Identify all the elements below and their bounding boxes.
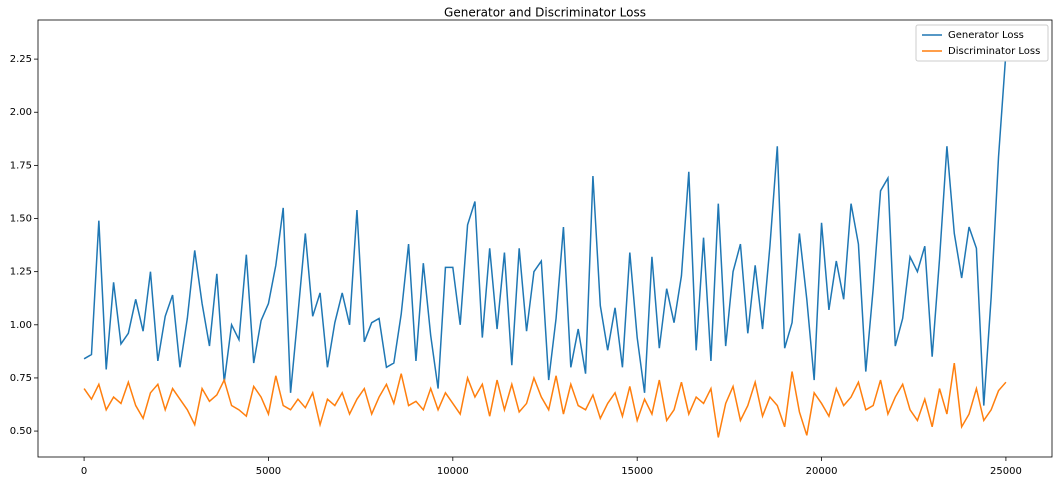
x-tick-label: 15000 [621,466,653,477]
chart-title: Generator and Discriminator Loss [444,6,646,20]
series-line [83,52,1007,406]
y-tick-label: 0.50 [10,426,32,437]
x-tick-label: 25000 [990,466,1022,477]
legend-box [915,24,1049,62]
x-tick-label: 20000 [806,466,838,477]
legend-label: Discriminator Loss [948,46,1040,57]
legend-label: Generator Loss [948,30,1024,41]
y-tick-label: 2.25 [10,54,32,65]
y-tick-label: 2.00 [10,107,32,118]
plot-frame [37,19,1053,458]
y-tick-label: 1.25 [10,267,32,278]
y-tick-label: 1.00 [10,320,32,331]
x-tick-label: 0 [81,466,87,477]
y-tick-label: 0.75 [10,373,32,384]
y-tick-label: 1.50 [10,214,32,225]
legend: Generator Loss Discriminator Loss [915,24,1049,62]
x-tick-label: 5000 [256,466,281,477]
series-line [83,362,1007,438]
x-tick-label: 10000 [437,466,469,477]
y-tick-label: 1.75 [10,160,32,171]
